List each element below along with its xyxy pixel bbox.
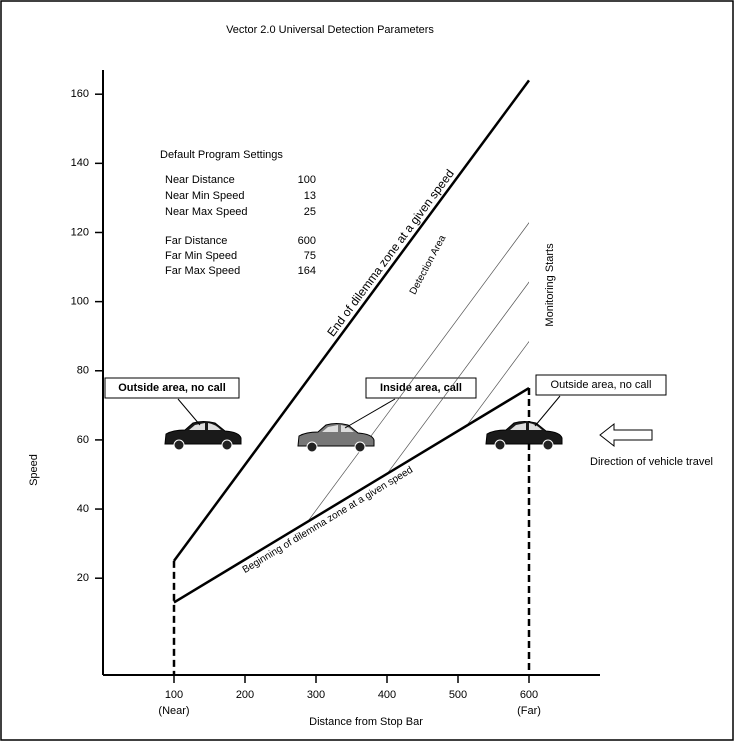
- setting-value: 13: [304, 190, 316, 202]
- car-wheel: [173, 439, 185, 451]
- car-wheel: [542, 439, 554, 451]
- setting-value: 600: [298, 235, 316, 247]
- setting-value: 100: [298, 174, 316, 186]
- x-axis-label: Distance from Stop Bar: [309, 716, 423, 728]
- car-window: [189, 423, 221, 430]
- x-tick-label: 500: [449, 689, 467, 701]
- label-box: [535, 374, 667, 396]
- annotation: Outside area, no call: [551, 379, 652, 391]
- car-wheel: [494, 439, 506, 451]
- car-wheel: [221, 439, 233, 451]
- pointer: [177, 398, 201, 426]
- label-box: [104, 377, 240, 399]
- pointer: [344, 398, 396, 429]
- setting-name: Far Distance: [165, 235, 227, 247]
- y-tick-label: 20: [77, 572, 89, 584]
- settings-title: Default Program Settings: [160, 149, 283, 161]
- y-axis-label: Speed: [28, 454, 40, 486]
- x-tick-note: (Far): [517, 705, 541, 717]
- series-line: [172, 79, 531, 562]
- y-tick-label: 140: [71, 157, 89, 169]
- car-body: [297, 423, 375, 447]
- annotation: Direction of vehicle travel: [590, 456, 713, 468]
- setting-name: Near Min Speed: [165, 190, 245, 202]
- series-line: [173, 386, 530, 604]
- label-box: [365, 377, 477, 399]
- x-tick-label: 200: [236, 689, 254, 701]
- car-body: [164, 421, 242, 445]
- setting-name: Near Max Speed: [165, 206, 248, 218]
- annotation: Monitoring Starts: [544, 243, 556, 327]
- x-tick-label: 100: [165, 689, 183, 701]
- annotation: Outside area, no call: [118, 382, 226, 394]
- chart-title: Vector 2.0 Universal Detection Parameter…: [226, 24, 434, 36]
- y-tick-label: 120: [71, 226, 89, 238]
- car-window: [322, 425, 354, 432]
- setting-name: Far Min Speed: [165, 250, 237, 262]
- car: [297, 423, 375, 453]
- setting-name: Near Distance: [165, 174, 235, 186]
- car-window: [510, 423, 542, 430]
- setting-value: 25: [304, 206, 316, 218]
- annotation: Inside area, call: [380, 382, 462, 394]
- x-tick-label: 400: [378, 689, 396, 701]
- setting-value: 164: [298, 265, 316, 277]
- car: [164, 421, 242, 451]
- x-tick-label: 300: [307, 689, 325, 701]
- x-tick-label: 600: [520, 689, 538, 701]
- y-tick-label: 40: [77, 503, 89, 515]
- car-wheel: [306, 441, 318, 453]
- y-tick-label: 160: [71, 88, 89, 100]
- setting-value: 75: [304, 250, 316, 262]
- y-tick-label: 80: [77, 365, 89, 377]
- y-tick-label: 100: [71, 296, 89, 308]
- y-tick-label: 60: [77, 434, 89, 446]
- car-body: [485, 421, 563, 445]
- car: [485, 421, 563, 451]
- setting-name: Far Max Speed: [165, 265, 240, 277]
- pointer: [534, 395, 561, 427]
- x-tick-note: (Near): [158, 705, 189, 717]
- car-wheel: [354, 441, 366, 453]
- direction-arrow: [599, 422, 653, 448]
